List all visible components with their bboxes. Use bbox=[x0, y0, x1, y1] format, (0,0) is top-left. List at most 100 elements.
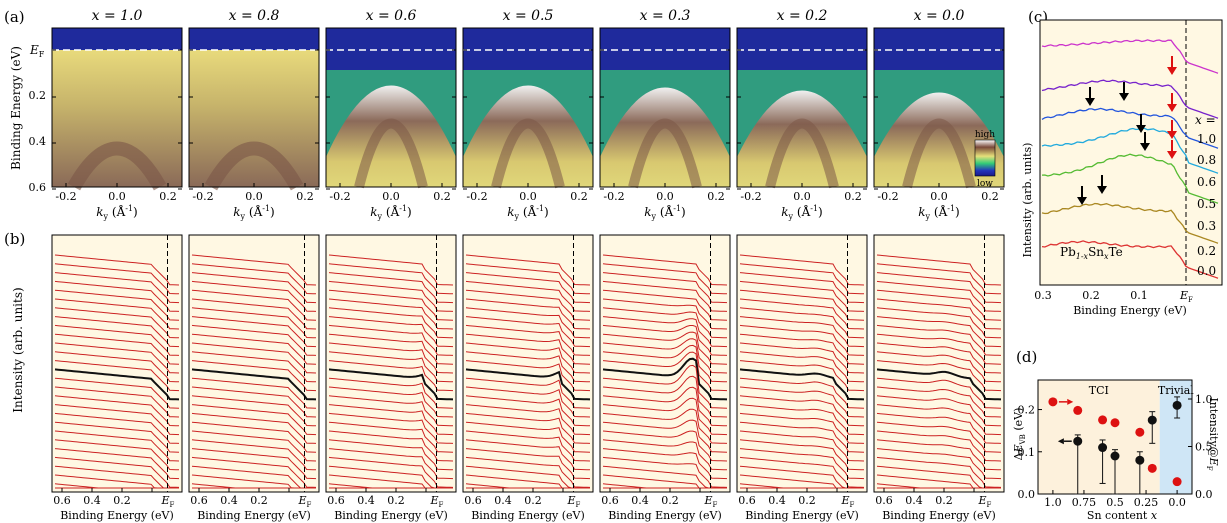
edc-curve bbox=[602, 465, 727, 489]
energy-axis-label: Binding Energy (eV) bbox=[60, 509, 174, 522]
edc-curve bbox=[328, 377, 454, 409]
edc-curve bbox=[465, 333, 591, 365]
edc-curve bbox=[602, 386, 728, 427]
x-tick-label: 0.5 bbox=[1106, 496, 1124, 509]
edc-curve bbox=[602, 456, 728, 488]
panel-c-arrows bbox=[1077, 56, 1177, 205]
edc-curve bbox=[191, 439, 317, 471]
panel-c-ef-tick: EF bbox=[1179, 289, 1193, 304]
edc-curve bbox=[739, 324, 865, 356]
edc-frame bbox=[325, 234, 457, 493]
arpes-map-5: x = 0.2 -0.2 0.0 0.2 ky (Å-1) bbox=[736, 8, 868, 221]
edc-curve bbox=[328, 421, 454, 453]
edc-curve bbox=[328, 254, 454, 286]
y-left-tick-label: 0.0 bbox=[1018, 488, 1036, 501]
edc-curve bbox=[602, 419, 728, 453]
k-tick-label: -0.2 bbox=[740, 190, 761, 203]
edc-curve bbox=[328, 395, 454, 427]
edc-curve bbox=[739, 412, 865, 444]
edc-curve bbox=[465, 280, 591, 312]
panel-d: ΔEVB (eV) Intensity@EF Sn content x TCI T… bbox=[1012, 379, 1220, 522]
edc-curve bbox=[328, 351, 454, 383]
edc-curve bbox=[602, 344, 728, 383]
edc-curve bbox=[876, 298, 1002, 330]
ef-tick-label: EF bbox=[567, 494, 581, 509]
panel-a-label: (a) bbox=[4, 8, 25, 26]
panel-c-xtick-0-2: 0.2 bbox=[1082, 289, 1100, 302]
edc-curve bbox=[876, 395, 1002, 427]
edc-curve bbox=[739, 272, 865, 304]
edc-curve bbox=[465, 377, 591, 409]
edc-curve bbox=[328, 412, 454, 444]
y-right-tick-label: 0.0 bbox=[1195, 488, 1213, 501]
edc-curve bbox=[328, 430, 454, 462]
panel-a-ef: EF bbox=[29, 43, 45, 59]
edc-curve bbox=[328, 324, 454, 356]
composition-label: x = 0.0 bbox=[914, 8, 965, 24]
arpes-band bbox=[874, 92, 1004, 187]
edc-curve bbox=[328, 448, 454, 480]
panel-b-ylabel: Intensity (arb. units) bbox=[11, 287, 25, 412]
panel-c-xtick-0-3: 0.3 bbox=[1034, 289, 1052, 302]
edc-curve bbox=[191, 386, 317, 418]
data-point-intensity-ef bbox=[1073, 405, 1083, 415]
region-label: Trivial bbox=[1158, 384, 1194, 397]
region-trivial bbox=[1159, 380, 1192, 494]
edc-curve-x-0-6 bbox=[1041, 107, 1219, 149]
data-point-delta-evb bbox=[1073, 436, 1083, 446]
edc-curve bbox=[739, 448, 865, 480]
edc-curve bbox=[54, 404, 180, 436]
x-tick-label: 1.0 bbox=[1044, 496, 1062, 509]
edc-curve bbox=[465, 439, 591, 471]
colorbar-high-label: high bbox=[975, 130, 995, 140]
k-axis-label: ky (Å-1) bbox=[370, 204, 411, 221]
edc-curve bbox=[602, 351, 728, 392]
region-label: TCI bbox=[1089, 384, 1109, 397]
data-point-delta-evb bbox=[1110, 451, 1120, 461]
edc-curve bbox=[602, 448, 728, 480]
k-axis-label: ky (Å-1) bbox=[644, 204, 685, 221]
edc-curve bbox=[54, 272, 180, 304]
edc-curve bbox=[54, 324, 180, 356]
edc-curve bbox=[876, 456, 1002, 488]
y-left-tick-label: 0.1 bbox=[1018, 446, 1036, 459]
arpes-map-1: x = 0.8 -0.2 0.0 0.2 ky (Å-1) bbox=[188, 8, 320, 221]
region-tci bbox=[1038, 380, 1160, 494]
ef-tick-label: EF bbox=[704, 494, 718, 509]
panel-d-ylabel-left: ΔEVB (eV) bbox=[1012, 408, 1027, 461]
edc-curve bbox=[54, 465, 179, 489]
energy-tick-label: 0.2 bbox=[798, 494, 816, 507]
edc-curve bbox=[328, 307, 454, 339]
edc-curve bbox=[876, 430, 1002, 462]
edc-curve bbox=[54, 386, 180, 418]
edc-curve bbox=[191, 377, 317, 409]
energy-tick-label: 0.4 bbox=[905, 494, 923, 507]
edc-curve-kf bbox=[191, 368, 317, 401]
panel-d-xlabel: Sn content x bbox=[1087, 509, 1158, 522]
ef-tick-label: EF bbox=[841, 494, 855, 509]
panel-a-ytick-0-4: 0.4 bbox=[29, 135, 47, 148]
edc-curve bbox=[54, 254, 180, 286]
composition-label: x = 0.3 bbox=[640, 8, 691, 24]
edc-curve bbox=[328, 298, 454, 330]
edc-curve bbox=[54, 360, 180, 392]
edc-curve bbox=[876, 421, 1002, 453]
edc-curve bbox=[602, 263, 728, 295]
edc-curve bbox=[465, 404, 591, 436]
edc-curve bbox=[191, 421, 317, 453]
edc-curve bbox=[54, 263, 180, 295]
edc-curve bbox=[876, 465, 1001, 489]
ef-tick-label: EF bbox=[298, 494, 312, 509]
edc-curve bbox=[876, 280, 1002, 312]
edc-curve-kf bbox=[54, 368, 180, 401]
edc-curve bbox=[602, 298, 728, 330]
k-axis-label: ky (Å-1) bbox=[233, 204, 274, 221]
edc-curve-x-0-3 bbox=[1041, 153, 1219, 204]
panel-c-xtick-0-1: 0.1 bbox=[1130, 289, 1148, 302]
edc-curve bbox=[739, 439, 865, 471]
edc-curve bbox=[739, 298, 865, 330]
edc-curve bbox=[465, 360, 591, 392]
edc-curve bbox=[739, 360, 865, 392]
